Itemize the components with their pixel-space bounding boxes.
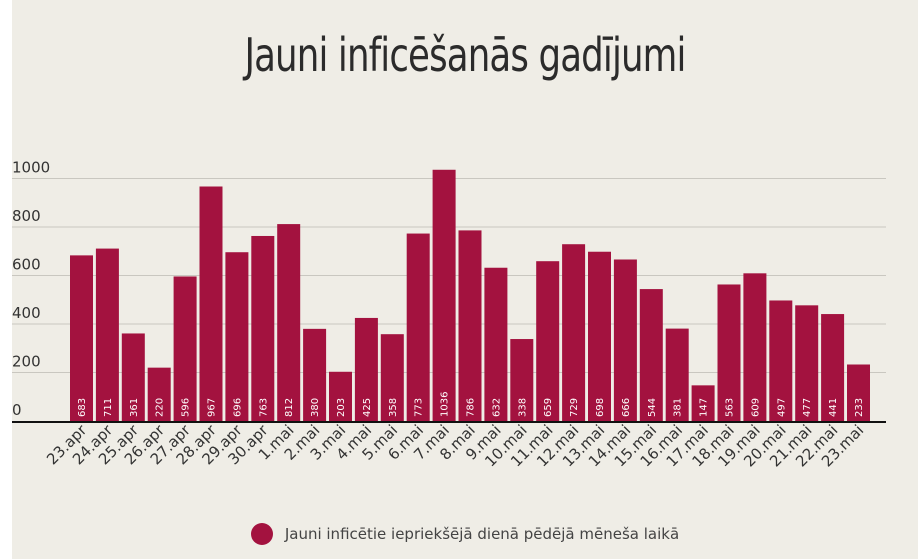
bar-value-label: 220 — [155, 398, 166, 417]
bar — [665, 328, 689, 421]
bar-value-label: 380 — [310, 398, 321, 417]
bar — [769, 300, 793, 421]
bar-value-label: 632 — [491, 398, 502, 417]
bar — [225, 252, 249, 421]
bar — [847, 364, 870, 421]
y-tick-label: 400 — [12, 304, 41, 322]
y-tick-label: 200 — [12, 353, 41, 371]
bar — [510, 339, 534, 421]
bar-value-label: 729 — [569, 398, 580, 417]
bar — [613, 259, 637, 421]
legend-swatch — [250, 523, 273, 545]
bar — [406, 233, 430, 421]
bar-value-label: 358 — [388, 398, 399, 417]
bar-chart: 0 200 400 600 800 1000 683 711 361 220 596 967 696 76… — [12, 159, 886, 470]
bar-value-label: 1036 — [440, 392, 451, 417]
bar-value-label: 361 — [129, 398, 140, 417]
bar — [432, 169, 456, 421]
bar — [147, 367, 171, 421]
bar — [329, 371, 352, 421]
bar — [95, 248, 119, 421]
bar-value-label: 786 — [466, 398, 477, 417]
bar-value-label: 711 — [103, 398, 114, 417]
bar — [821, 314, 845, 421]
legend-label: Jauni inficētie iepriekšējā dienā pēdējā… — [284, 525, 680, 543]
chart-title: Jauni inficēšanās gadījumi — [244, 28, 686, 82]
bar-value-label: 773 — [414, 398, 425, 417]
legend: Jauni inficētie iepriekšējā dienā pēdējā… — [12, 523, 918, 545]
bar-value-label: 683 — [77, 398, 88, 417]
bar — [691, 385, 715, 421]
bar — [277, 224, 301, 421]
bar — [199, 186, 223, 421]
bar — [795, 305, 819, 421]
bar-value-label: 596 — [181, 398, 192, 417]
bar-value-label: 666 — [621, 398, 632, 417]
bar — [70, 255, 93, 421]
bar-value-label: 544 — [647, 398, 658, 417]
bar-value-label: 967 — [207, 398, 218, 417]
bar — [303, 328, 327, 421]
bar-value-label: 147 — [699, 398, 710, 417]
bar — [380, 334, 404, 421]
bar-value-label: 233 — [854, 398, 865, 417]
bar-value-label: 497 — [776, 398, 787, 417]
bar — [121, 333, 145, 421]
bar-value-label: 425 — [362, 398, 373, 417]
bar — [588, 251, 611, 421]
bar-value-label: 659 — [543, 398, 554, 417]
bar-value-label: 812 — [284, 398, 295, 417]
bar — [639, 289, 663, 421]
y-tick-label: 0 — [12, 401, 22, 419]
bar — [717, 284, 741, 421]
bar-value-label: 338 — [517, 398, 528, 417]
bar — [251, 235, 275, 421]
bar-value-label: 381 — [673, 398, 684, 417]
y-tick-label: 600 — [12, 256, 41, 274]
bar — [562, 244, 586, 421]
bar-value-label: 563 — [725, 398, 736, 417]
bar-value-label: 441 — [828, 398, 839, 417]
chart-card: Jauni inficēšanās gadījumi 0 200 400 600 800… — [12, 0, 918, 559]
bar — [536, 261, 560, 421]
y-tick-label: 800 — [12, 207, 41, 225]
bar — [173, 276, 197, 421]
bar-value-label: 203 — [336, 398, 347, 417]
bar-value-label: 696 — [232, 398, 243, 417]
bar-value-label: 763 — [258, 398, 269, 417]
bar — [458, 230, 482, 421]
bar-value-label: 477 — [802, 398, 813, 417]
y-tick-label: 1000 — [12, 159, 50, 177]
bar — [484, 267, 508, 421]
bar — [354, 317, 378, 421]
bar — [743, 273, 767, 421]
bar-value-label: 609 — [750, 398, 761, 417]
bar-value-label: 698 — [595, 398, 606, 417]
